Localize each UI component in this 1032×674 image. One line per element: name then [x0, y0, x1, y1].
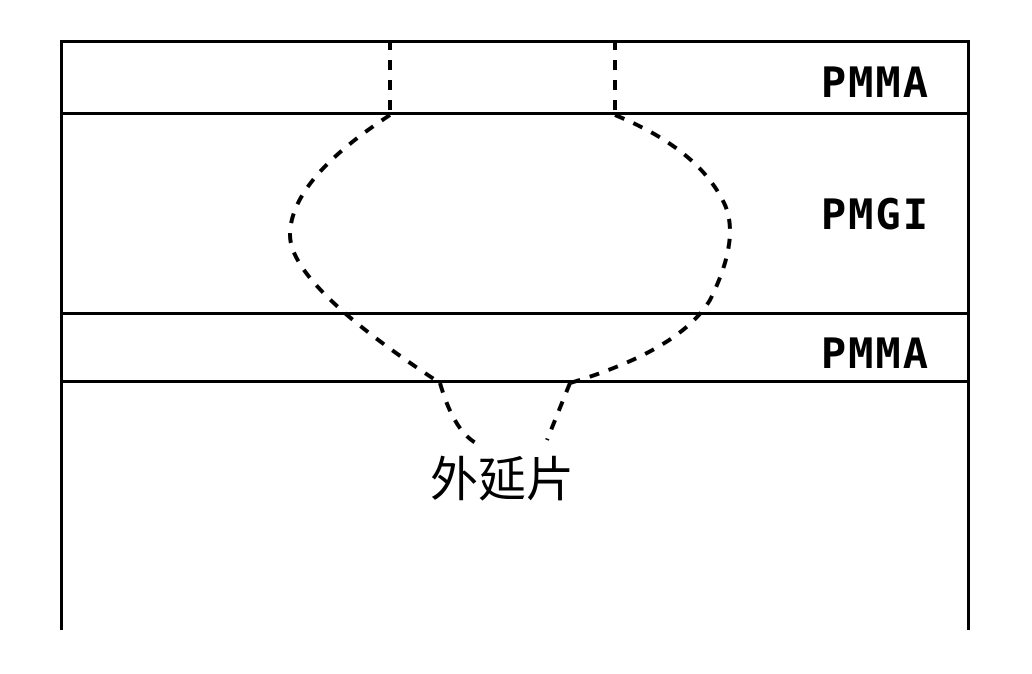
- dashed-bottom-left: [440, 383, 480, 445]
- dashed-left-curve: [290, 115, 440, 383]
- dashed-right-curve: [570, 115, 730, 383]
- diagram-container: PMMA PMGI PMMA 外延片: [60, 40, 970, 630]
- dashed-profile: [60, 40, 970, 630]
- dashed-bottom-right: [547, 383, 570, 440]
